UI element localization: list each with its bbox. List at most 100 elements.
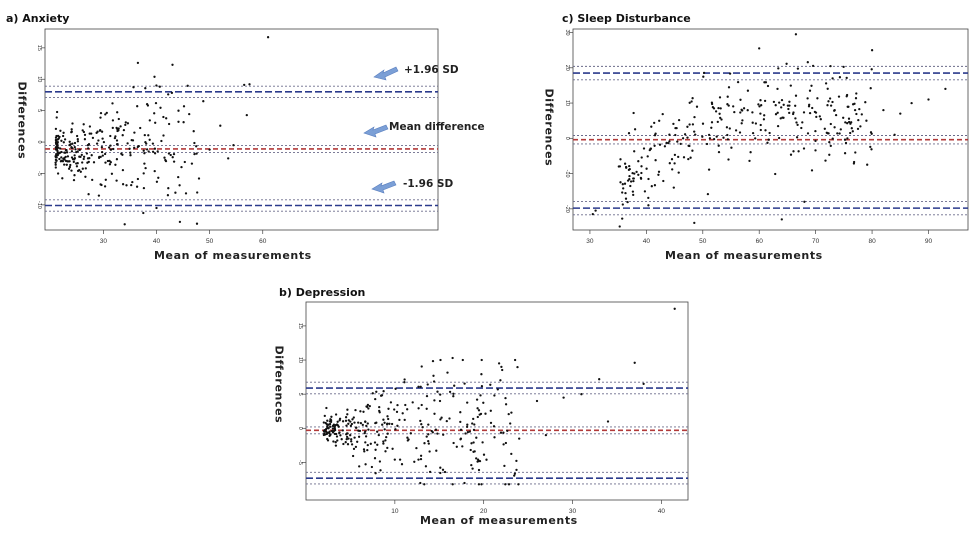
data-point xyxy=(135,185,139,188)
data-point xyxy=(75,165,79,168)
data-point xyxy=(350,440,353,443)
data-point xyxy=(777,67,780,70)
data-point xyxy=(378,411,381,414)
data-point xyxy=(691,97,694,100)
data-point xyxy=(849,122,852,125)
data-point xyxy=(82,155,86,158)
data-point xyxy=(707,133,711,137)
data-point xyxy=(715,135,718,138)
data-point xyxy=(759,128,762,132)
data-point xyxy=(73,141,77,145)
data-point xyxy=(843,152,847,155)
data-point xyxy=(739,98,742,101)
data-point xyxy=(55,116,58,119)
data-point xyxy=(461,445,464,448)
data-point xyxy=(658,143,662,146)
data-point xyxy=(335,432,338,436)
data-point xyxy=(109,144,112,147)
x-tick-label: 50 xyxy=(699,238,707,245)
data-point xyxy=(667,141,670,145)
data-point xyxy=(857,118,860,122)
data-point xyxy=(779,117,782,120)
data-point xyxy=(151,150,155,153)
data-point xyxy=(373,457,377,460)
data-point xyxy=(714,110,718,113)
data-point xyxy=(619,181,622,184)
data-point xyxy=(377,433,380,437)
data-point xyxy=(341,429,344,432)
data-point xyxy=(379,394,383,397)
y-tick-label: -20 xyxy=(564,205,570,213)
data-point xyxy=(702,75,705,78)
data-point xyxy=(55,110,59,114)
y-tick-label: 15 xyxy=(297,323,303,329)
data-point xyxy=(73,154,76,157)
data-point xyxy=(645,167,648,170)
data-point xyxy=(361,423,364,427)
data-point xyxy=(364,441,367,444)
data-point xyxy=(475,436,478,439)
data-point xyxy=(101,137,104,140)
data-point xyxy=(860,113,863,116)
data-point xyxy=(245,113,248,117)
data-point xyxy=(57,137,60,140)
data-point xyxy=(338,431,341,435)
data-point xyxy=(113,136,117,140)
data-point xyxy=(74,148,77,151)
data-point xyxy=(472,450,475,453)
data-point xyxy=(407,438,410,441)
data-point xyxy=(177,175,180,179)
data-point xyxy=(344,419,348,422)
data-point xyxy=(69,143,72,146)
data-point xyxy=(87,147,90,150)
data-point xyxy=(387,407,390,410)
data-point xyxy=(169,153,172,157)
data-point xyxy=(621,191,624,194)
data-point xyxy=(433,412,436,415)
data-point xyxy=(702,71,706,75)
data-point xyxy=(383,428,386,431)
data-point xyxy=(763,114,766,117)
data-point xyxy=(717,150,721,154)
data-point xyxy=(849,131,852,135)
data-point xyxy=(740,122,743,125)
data-point xyxy=(869,87,872,90)
data-point xyxy=(710,121,714,124)
data-point xyxy=(100,150,104,154)
data-point xyxy=(323,429,326,432)
data-point xyxy=(208,148,211,151)
data-point xyxy=(796,123,799,127)
data-point xyxy=(177,109,180,112)
data-point xyxy=(720,118,723,121)
data-point xyxy=(504,403,508,406)
data-point xyxy=(75,162,78,165)
data-point xyxy=(115,126,118,130)
data-point xyxy=(366,448,369,452)
data-point xyxy=(70,145,73,149)
data-point xyxy=(513,472,517,475)
data-point xyxy=(663,145,667,148)
data-point xyxy=(910,101,913,105)
data-point xyxy=(682,156,686,159)
data-point xyxy=(383,421,386,424)
data-point xyxy=(382,390,385,393)
data-point xyxy=(732,105,735,108)
data-point xyxy=(326,419,329,422)
data-point xyxy=(431,359,435,363)
data-point xyxy=(82,157,85,161)
data-point xyxy=(145,102,149,106)
data-point xyxy=(640,156,643,159)
data-point xyxy=(624,191,627,195)
data-point xyxy=(350,438,353,441)
data-point xyxy=(687,157,690,161)
data-point xyxy=(326,424,329,428)
data-point xyxy=(219,124,222,127)
data-point xyxy=(653,144,656,147)
data-point xyxy=(116,143,119,146)
data-point xyxy=(340,438,343,441)
data-point xyxy=(64,155,67,159)
data-point xyxy=(640,171,643,175)
data-point xyxy=(500,365,503,369)
data-point xyxy=(115,158,119,161)
data-point xyxy=(104,178,107,181)
